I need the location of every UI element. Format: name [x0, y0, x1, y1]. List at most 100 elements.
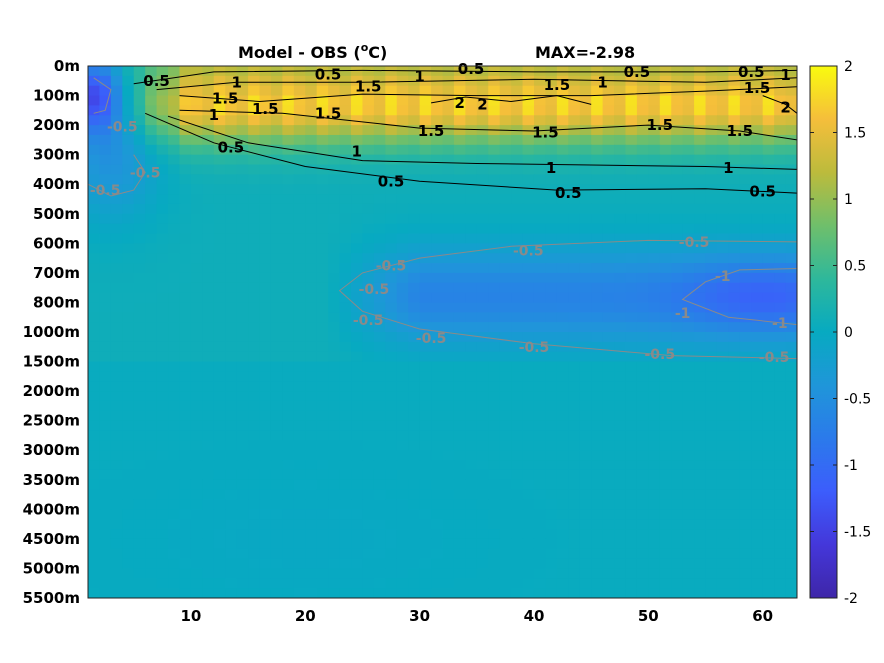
- heatmap-cell: [168, 568, 181, 579]
- heatmap-cell: [431, 332, 444, 343]
- heatmap-cell: [236, 538, 249, 550]
- heatmap-cell: [145, 469, 158, 481]
- heatmap-cell: [453, 460, 466, 471]
- heatmap-cell: [545, 194, 558, 205]
- heatmap-cell: [579, 134, 592, 146]
- heatmap-cell: [145, 479, 158, 491]
- heatmap-cell: [305, 115, 318, 126]
- heatmap-cell: [362, 164, 375, 175]
- heatmap-cell: [705, 312, 718, 323]
- heatmap-cell: [270, 548, 284, 560]
- heatmap-cell: [362, 361, 375, 373]
- heatmap-cell: [145, 430, 158, 441]
- heatmap-cell: [671, 509, 684, 520]
- heatmap-cell: [522, 430, 535, 441]
- heatmap-cell: [636, 85, 649, 97]
- heatmap-cell: [785, 144, 797, 156]
- heatmap-cell: [648, 351, 661, 363]
- heatmap-cell: [774, 164, 787, 175]
- heatmap-cell: [110, 469, 123, 481]
- heatmap-cell: [636, 243, 649, 254]
- heatmap-cell: [305, 410, 318, 422]
- heatmap-cell: [671, 263, 684, 274]
- x-tick-label: 20: [295, 607, 316, 625]
- heatmap-cell: [282, 588, 295, 598]
- heatmap-cell: [671, 332, 684, 343]
- heatmap-cell: [351, 400, 364, 412]
- heatmap-cell: [190, 558, 203, 570]
- y-tick-label: 4000m: [23, 500, 80, 518]
- heatmap-cell: [591, 164, 604, 175]
- contour-labels: 0.5 11.51.510.50.51.51.510.51 0.52 21.51.51…: [90, 60, 791, 366]
- heatmap-cell: [419, 341, 432, 353]
- heatmap-cell: [533, 469, 547, 481]
- heatmap-cell: [328, 85, 341, 97]
- heatmap-cell: [762, 95, 775, 107]
- heatmap-cell: [156, 341, 169, 353]
- heatmap-cell: [385, 95, 398, 107]
- heatmap-cell: [522, 125, 535, 136]
- heatmap-cell: [168, 391, 181, 402]
- heatmap-cell: [579, 144, 592, 156]
- heatmap-cell: [122, 460, 135, 471]
- heatmap-cell: [579, 233, 592, 244]
- heatmap-cell: [316, 272, 329, 284]
- heatmap-cell: [533, 174, 547, 185]
- heatmap-cell: [88, 302, 101, 313]
- heatmap-cell: [362, 440, 375, 451]
- heatmap-cell: [213, 223, 226, 235]
- heatmap-cell: [248, 85, 261, 97]
- heatmap-cell: [682, 292, 695, 304]
- y-tick-label: 0m: [54, 57, 80, 75]
- heatmap-cell: [785, 253, 797, 264]
- heatmap-cell: [190, 391, 203, 402]
- heatmap-cell: [453, 144, 466, 156]
- heatmap-cell: [156, 509, 169, 520]
- heatmap-cell: [636, 194, 649, 205]
- contour-label: -0.5: [513, 244, 544, 260]
- heatmap-cell: [476, 194, 489, 205]
- heatmap-cell: [270, 253, 284, 264]
- heatmap-cell: [145, 538, 158, 550]
- heatmap-cell: [625, 253, 638, 264]
- heatmap-cell: [99, 420, 112, 432]
- heatmap-cell: [259, 174, 272, 185]
- heatmap-cell: [442, 479, 455, 491]
- heatmap-cell: [168, 450, 181, 461]
- heatmap-cell: [591, 125, 604, 136]
- heatmap-cell: [99, 332, 112, 343]
- heatmap-cell: [739, 361, 752, 373]
- heatmap-cell: [88, 292, 101, 304]
- heatmap-cell: [328, 174, 341, 185]
- heatmap-cell: [545, 272, 558, 284]
- heatmap-cell: [99, 144, 112, 156]
- heatmap-cell: [419, 548, 432, 560]
- heatmap-cell: [248, 578, 261, 589]
- heatmap-cell: [328, 450, 341, 461]
- heatmap-cell: [476, 361, 489, 373]
- heatmap-cell: [739, 213, 752, 225]
- heatmap-cell: [545, 588, 558, 598]
- heatmap-cell: [316, 223, 329, 235]
- heatmap-cell: [270, 341, 284, 353]
- heatmap-cell: [122, 588, 135, 598]
- heatmap-cell: [694, 430, 707, 441]
- heatmap-cell: [213, 509, 226, 520]
- heatmap-cell: [774, 391, 787, 402]
- heatmap-cell: [396, 144, 409, 156]
- heatmap-cell: [488, 351, 501, 363]
- heatmap-cell: [671, 469, 684, 481]
- heatmap-cell: [682, 332, 695, 343]
- heatmap-cell: [293, 134, 306, 146]
- heatmap-cell: [419, 134, 432, 146]
- heatmap-cell: [373, 400, 386, 412]
- heatmap-cell: [648, 272, 661, 284]
- heatmap-cell: [339, 351, 352, 363]
- heatmap-cell: [351, 578, 364, 589]
- heatmap-cell: [442, 253, 455, 264]
- heatmap-cell: [659, 538, 672, 550]
- heatmap-cell: [431, 499, 444, 510]
- y-tick-label: 5500m: [23, 589, 80, 607]
- heatmap-cell: [625, 430, 638, 441]
- heatmap-cell: [419, 154, 432, 166]
